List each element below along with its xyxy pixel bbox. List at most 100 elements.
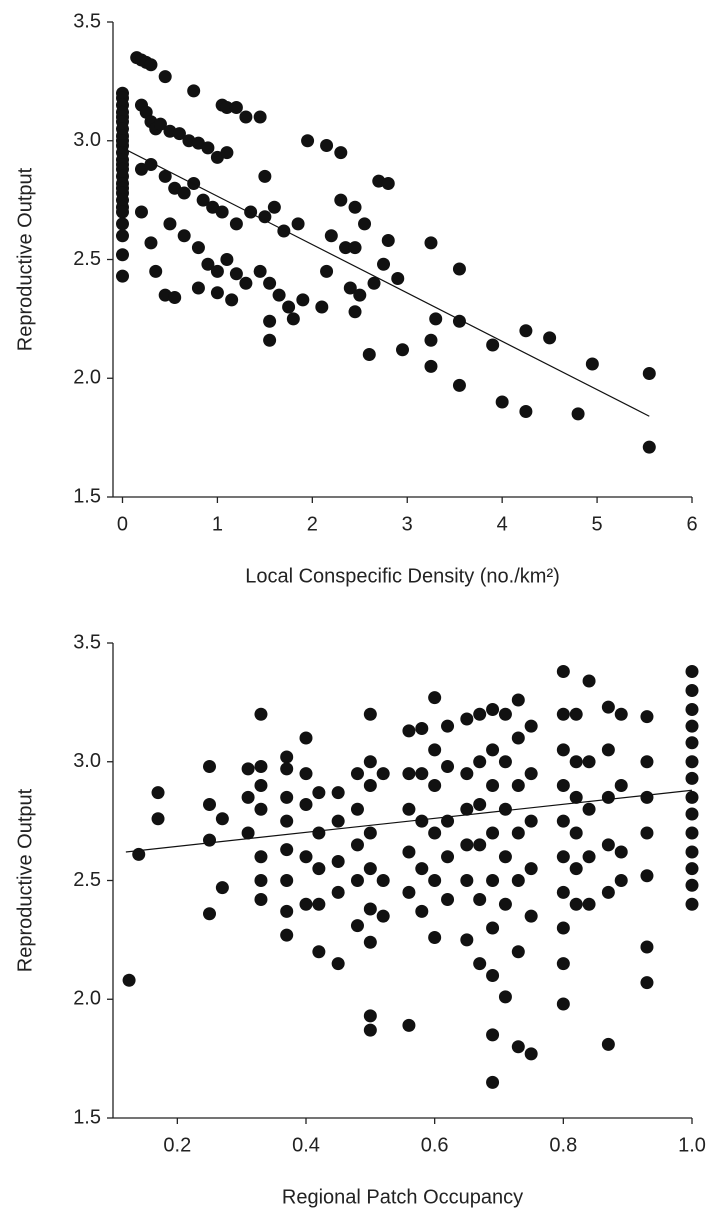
x-axis-label: Regional Patch Occupancy [282,1186,523,1208]
point [441,893,455,906]
point [312,945,326,959]
x-tick-label: 0.6 [421,1134,449,1156]
point [203,760,216,773]
point [331,885,345,899]
y-tick-label: 1.5 [73,485,101,507]
point [363,935,377,949]
point [381,234,395,247]
point [187,84,201,98]
point [640,790,654,804]
point [258,169,272,183]
point [511,826,525,840]
point [149,264,163,278]
point [460,933,474,947]
point [614,707,628,721]
point [524,909,538,923]
point [519,405,533,418]
point [415,904,429,918]
point [203,833,216,847]
point [376,874,390,887]
point [473,893,487,906]
x-tick-label: 3 [402,513,413,535]
point [429,312,443,326]
point [640,755,654,769]
point [191,241,205,255]
point [685,807,699,821]
point [556,743,570,757]
point [556,665,570,678]
point [362,348,376,361]
point [473,755,487,769]
point [158,169,172,183]
point [524,719,538,733]
trend-line [122,147,650,417]
point [280,904,294,918]
point [241,762,255,776]
point [263,314,277,328]
point [601,885,615,899]
point [299,767,313,781]
point [350,838,364,852]
point [253,264,267,278]
point [685,897,699,911]
point [350,919,364,933]
point [415,814,429,828]
point [363,862,377,876]
point [350,802,364,816]
point [473,957,487,971]
point [685,665,699,678]
point [363,779,377,792]
point [473,798,487,811]
point [239,110,253,124]
point [685,845,699,859]
point [498,897,512,911]
point [376,767,390,781]
point [640,826,654,840]
point [524,814,538,828]
point [299,850,313,864]
point [685,719,699,733]
point [201,141,215,155]
point [486,703,500,716]
point [441,719,455,733]
point [225,293,239,307]
point [428,826,442,840]
y-tick-label: 3.0 [73,750,101,772]
point [301,134,315,148]
point [296,293,310,307]
point [312,786,326,800]
point [312,897,326,911]
point [191,281,205,295]
point [331,855,345,868]
point [460,874,474,887]
point [428,931,442,944]
point [415,722,429,735]
point [685,790,699,804]
point [115,217,129,231]
point [220,101,234,114]
point [685,736,699,750]
point [511,779,525,792]
point [280,843,294,857]
point [315,300,329,314]
point [441,850,455,864]
point [254,850,268,864]
point [348,241,362,255]
point [569,790,583,804]
point [685,878,699,892]
point [569,826,583,840]
point [685,826,699,840]
point [511,693,525,707]
point [601,838,615,852]
point [569,755,583,769]
point [280,814,294,828]
point [452,262,466,276]
point [254,893,268,906]
point [486,338,500,352]
point [569,862,583,876]
point [299,798,313,811]
point [556,957,570,971]
y-tick-label: 2.5 [73,869,101,891]
point [543,331,557,345]
point [244,205,258,219]
